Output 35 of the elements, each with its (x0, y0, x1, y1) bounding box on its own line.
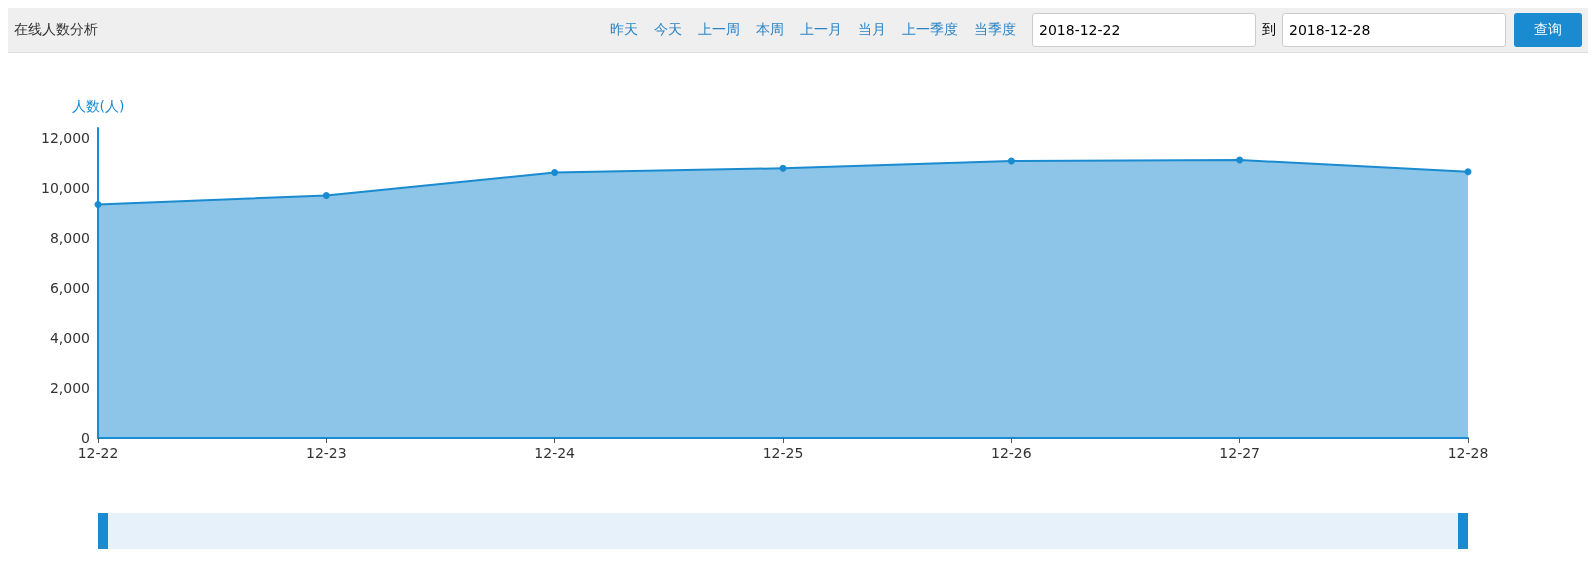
y-tick-label: 10,000 (41, 180, 90, 196)
text: 昨天 (610, 21, 638, 39)
point (1236, 156, 1244, 164)
point (551, 169, 559, 176)
text: 到 (1262, 21, 1276, 39)
x-tick-label: 12-22 (77, 445, 119, 461)
point (322, 192, 330, 199)
y-tick-label: 8,000 (49, 230, 90, 246)
date-field: 2018-12-28 (1282, 13, 1506, 47)
x-tick-label: 12-24 (534, 445, 576, 461)
chart-title: 在线人数分析 (14, 21, 98, 39)
text: 当月 (858, 21, 886, 39)
text: 上一周 (698, 21, 740, 39)
y-tick-label: 12,000 (41, 130, 90, 146)
text: 当季度 (974, 21, 1016, 39)
point (94, 201, 102, 208)
x-tick-label: 12-28 (1447, 445, 1489, 461)
text: 上一季度 (902, 21, 958, 39)
x-tick-label: 12-27 (1219, 445, 1261, 461)
y-tick-label: 4,000 (49, 330, 90, 346)
text: 上一月 (800, 21, 842, 39)
x-tick-label: 12-26 (990, 445, 1032, 461)
y-tick-label: 6,000 (49, 280, 90, 296)
x-tick-label: 12-23 (305, 445, 347, 461)
y-tick-label: 2,000 (49, 380, 90, 396)
text: 今天 (654, 21, 682, 39)
y-tick-label: 0 (81, 430, 90, 446)
point (779, 164, 787, 172)
y-axis-title: 人数(人) (71, 98, 125, 114)
text: 本周 (756, 21, 784, 39)
point (1464, 168, 1472, 176)
date-field: 2018-12-22 (1032, 13, 1256, 47)
x-tick-label: 12-25 (762, 445, 804, 461)
text: 查询 (1514, 13, 1582, 47)
point (1007, 157, 1015, 165)
